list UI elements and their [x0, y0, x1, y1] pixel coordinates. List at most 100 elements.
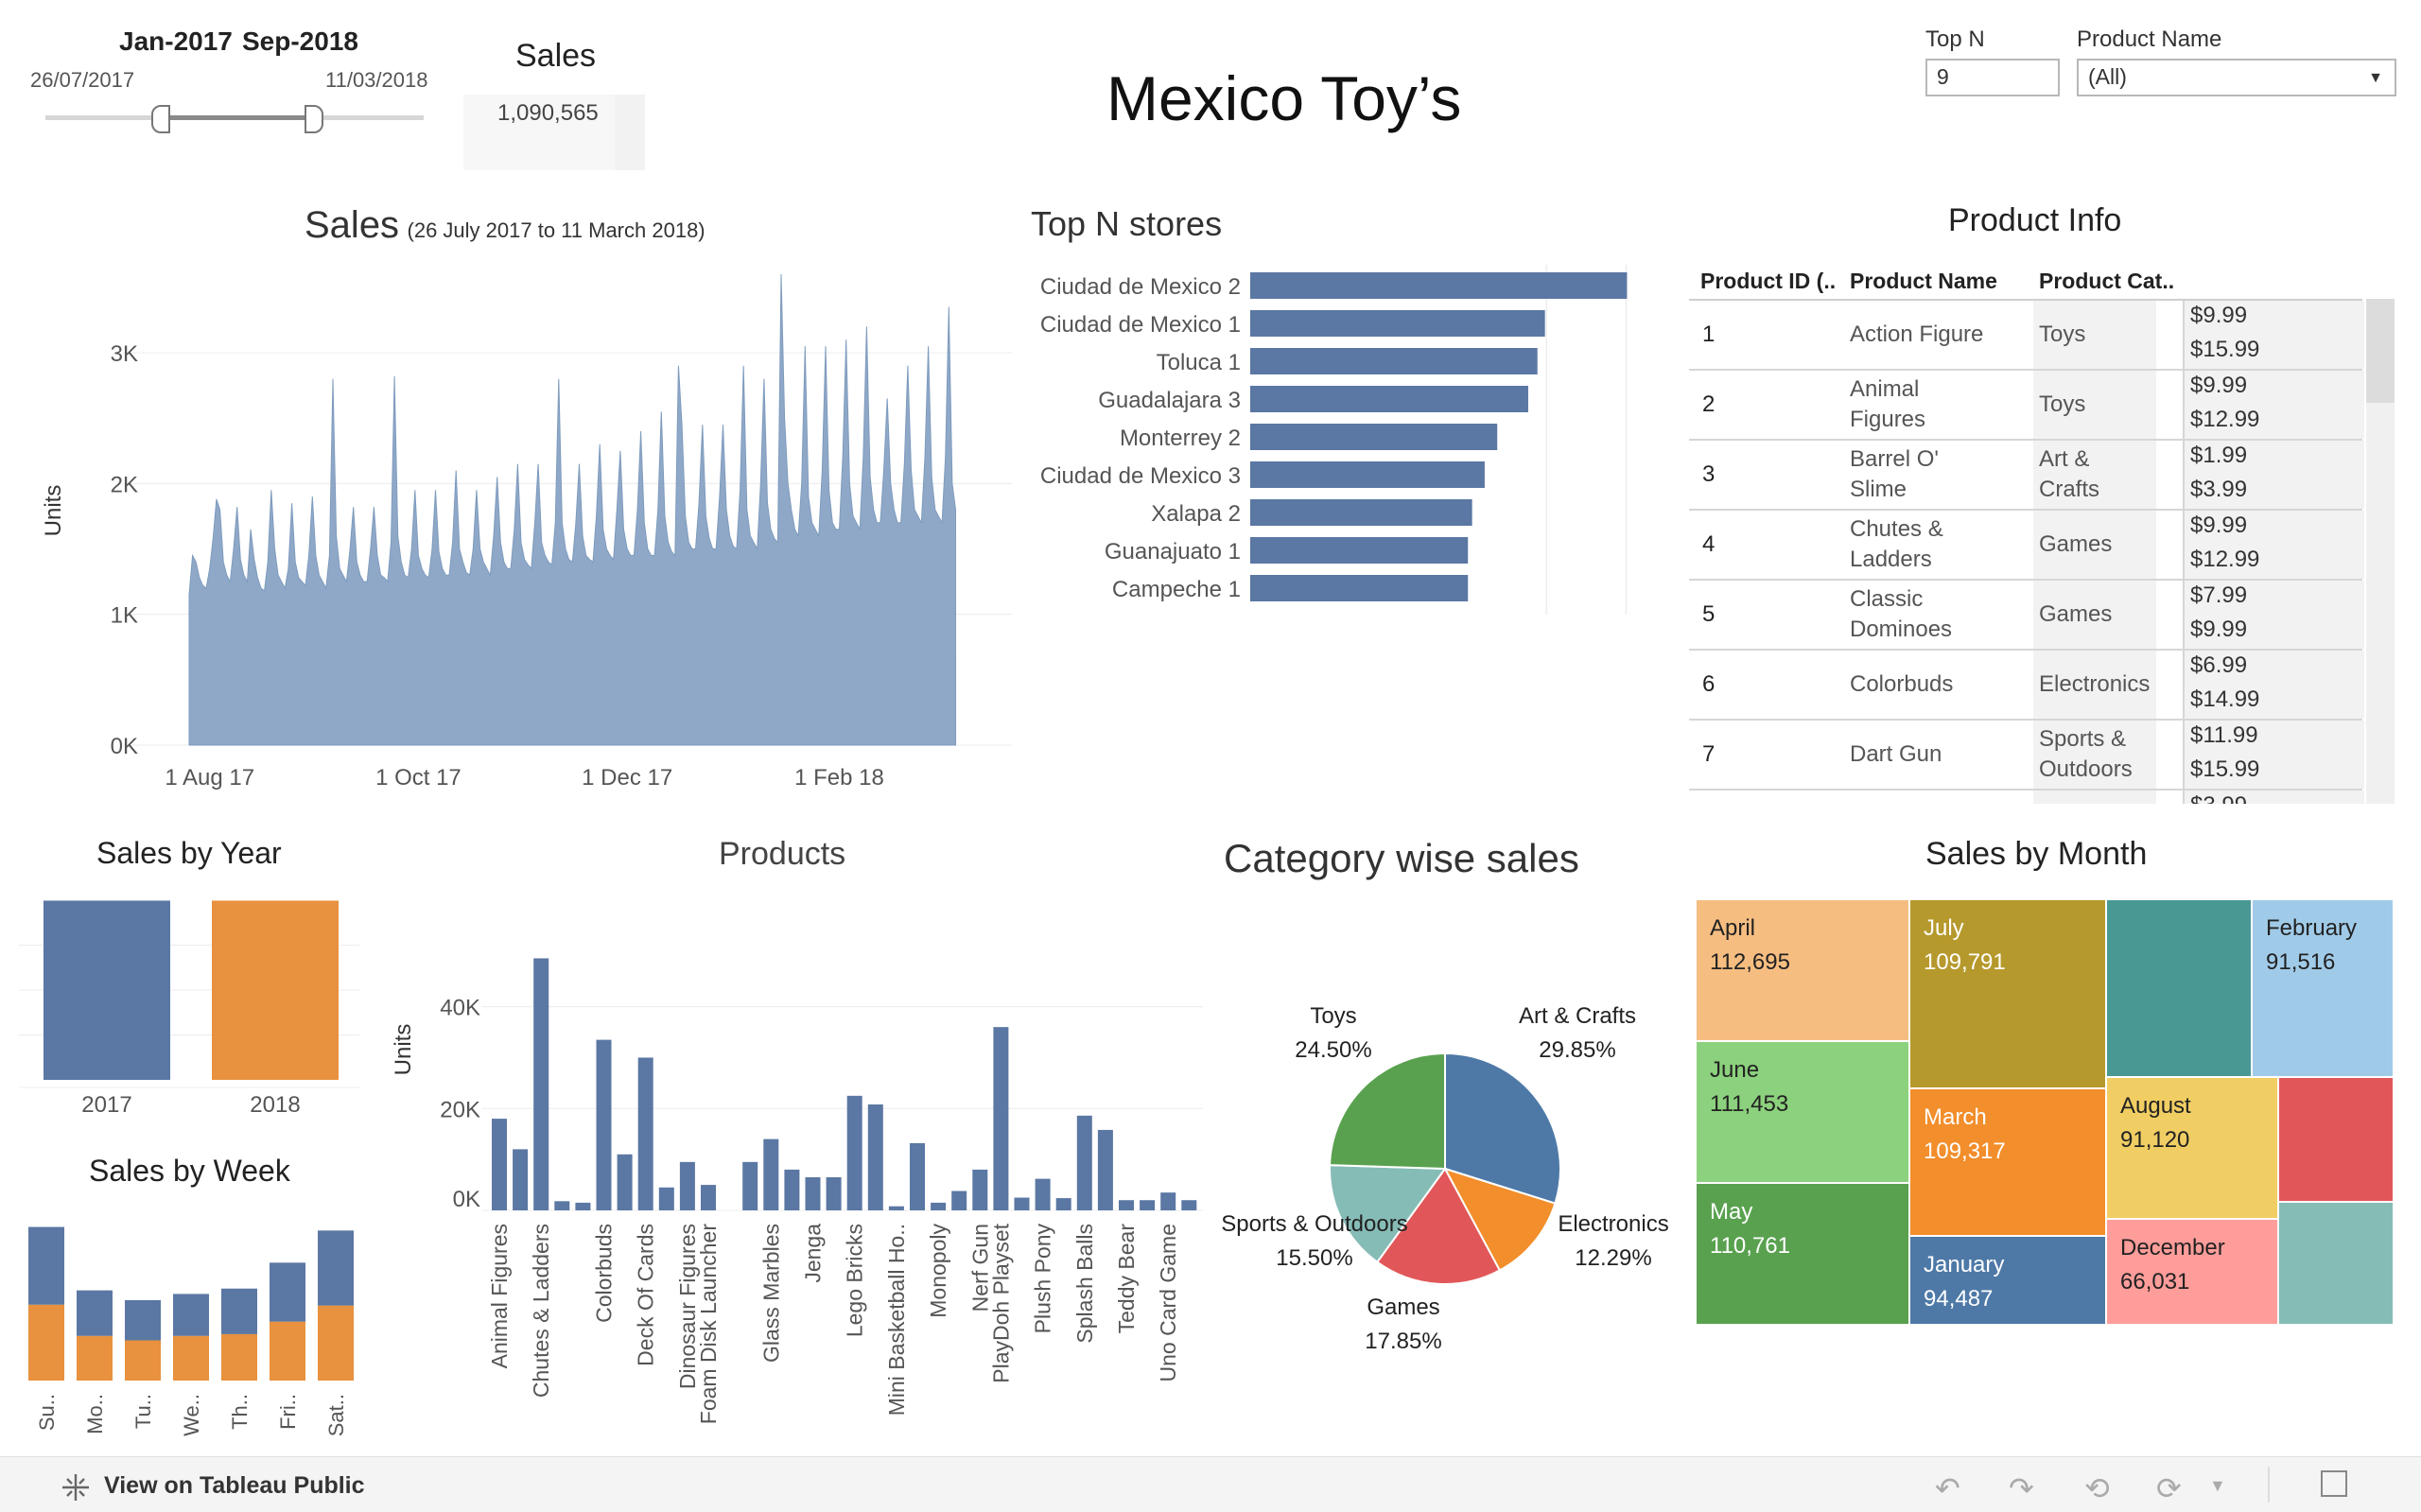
week-bar-segment[interactable]: [318, 1305, 354, 1381]
week-bar-segment[interactable]: [173, 1335, 209, 1381]
table-row[interactable]: 2 Animal Figures Toys $9.99 $12.99: [1689, 371, 2364, 441]
treemap-cell[interactable]: July 109,791: [1910, 900, 2105, 1087]
product-bar[interactable]: [1097, 1129, 1113, 1210]
table-row[interactable]: $3.99: [1689, 791, 2364, 804]
product-bar[interactable]: [972, 1169, 988, 1210]
pie-slice[interactable]: [1329, 1051, 1446, 1171]
year-bar[interactable]: [212, 900, 339, 1080]
week-bar-segment[interactable]: [77, 1335, 113, 1381]
product-bar[interactable]: [1160, 1192, 1176, 1210]
product-bar[interactable]: [846, 1095, 862, 1210]
treemap-cell[interactable]: June 111,453: [1697, 1042, 1908, 1182]
product-bar[interactable]: [492, 1119, 507, 1210]
col-header-product-name[interactable]: Product Name: [1850, 269, 1997, 293]
table-scrollbar-track[interactable]: [2366, 299, 2395, 804]
product-bar[interactable]: [637, 1057, 653, 1210]
col-header-product-id[interactable]: Product ID (..: [1700, 269, 1837, 293]
table-row[interactable]: 1 Action Figure Toys $9.99 $15.99: [1689, 301, 2364, 371]
col-header-product-category[interactable]: Product Cat..: [2039, 269, 2175, 293]
week-bar-segment[interactable]: [270, 1321, 305, 1381]
treemap-cell[interactable]: April 112,695: [1697, 900, 1908, 1040]
product-bar[interactable]: [679, 1161, 695, 1210]
pie-slice[interactable]: [1375, 1167, 1502, 1285]
store-bar[interactable]: [1250, 386, 1528, 412]
product-bar[interactable]: [1055, 1198, 1071, 1210]
product-bar[interactable]: [617, 1154, 633, 1210]
product-bar[interactable]: [575, 1202, 591, 1210]
product-bar[interactable]: [888, 1206, 904, 1210]
treemap-cell[interactable]: December 66,031: [2107, 1220, 2277, 1324]
redo-icon[interactable]: ↷: [2009, 1471, 2034, 1505]
product-bar[interactable]: [658, 1187, 674, 1210]
treemap-cell[interactable]: [2279, 1078, 2393, 1201]
table-row[interactable]: 3 Barrel O' Slime Art & Crafts $1.99 $3.99: [1689, 441, 2364, 511]
product-info-table[interactable]: Product ID (.. Product Name Product Cat.…: [1689, 261, 2398, 804]
view-on-tableau-link[interactable]: View on Tableau Public: [104, 1472, 365, 1499]
product-bar[interactable]: [1119, 1200, 1134, 1210]
store-bar[interactable]: [1250, 499, 1472, 526]
pause-dropdown-icon[interactable]: ▼: [2209, 1476, 2226, 1495]
product-bar[interactable]: [826, 1177, 842, 1210]
product-bar[interactable]: [993, 1027, 1009, 1210]
date-slider-start-handle[interactable]: [151, 105, 170, 133]
product-bar[interactable]: [951, 1190, 967, 1210]
product-bar[interactable]: [763, 1138, 779, 1210]
date-slider-end-handle[interactable]: [305, 105, 323, 133]
product-bar[interactable]: [701, 1185, 716, 1210]
refresh-icon[interactable]: ⟳: [2156, 1471, 2182, 1505]
table-row[interactable]: 5 Classic Dominoes Games $7.99 $9.99: [1689, 581, 2364, 651]
product-name-select[interactable]: (All) ▼: [2077, 59, 2396, 96]
week-bar-segment[interactable]: [270, 1262, 305, 1322]
pie-slice[interactable]: [1329, 1164, 1447, 1264]
treemap-cell[interactable]: March 109,317: [1910, 1089, 2105, 1235]
treemap-cell[interactable]: August 91,120: [2107, 1078, 2277, 1218]
table-row[interactable]: 7 Dart Gun Sports & Outdoors $11.99 $15.99: [1689, 721, 2364, 791]
product-bar[interactable]: [1035, 1178, 1051, 1210]
table-scrollbar-thumb[interactable]: [2366, 299, 2395, 403]
store-bar[interactable]: [1250, 461, 1485, 488]
product-bar[interactable]: [513, 1149, 529, 1210]
week-bar-segment[interactable]: [221, 1288, 257, 1334]
fullscreen-icon[interactable]: [2321, 1470, 2347, 1497]
revert-icon[interactable]: ⟲: [2084, 1471, 2110, 1505]
store-bar[interactable]: [1250, 424, 1498, 450]
product-bar[interactable]: [784, 1169, 800, 1210]
store-bar[interactable]: [1250, 272, 1628, 299]
week-bar-segment[interactable]: [125, 1340, 161, 1382]
week-bar-segment[interactable]: [318, 1230, 354, 1306]
week-bar-segment[interactable]: [221, 1333, 257, 1381]
store-bar[interactable]: [1250, 348, 1538, 374]
pie-slice[interactable]: [1442, 1167, 1557, 1272]
week-bar-segment[interactable]: [28, 1226, 64, 1305]
store-bar[interactable]: [1250, 537, 1469, 564]
store-bar[interactable]: [1250, 575, 1469, 601]
treemap-cell[interactable]: [2107, 900, 2251, 1076]
product-bar[interactable]: [1076, 1115, 1092, 1210]
product-bar[interactable]: [867, 1104, 883, 1210]
week-bar-segment[interactable]: [173, 1294, 209, 1336]
top-n-input[interactable]: 9: [1925, 59, 2060, 96]
sales-area-series[interactable]: [188, 273, 957, 746]
table-row[interactable]: 4 Chutes & Ladders Games $9.99 $12.99: [1689, 511, 2364, 581]
product-bar[interactable]: [910, 1142, 925, 1210]
treemap-cell[interactable]: [2279, 1203, 2393, 1324]
product-bar[interactable]: [1140, 1200, 1156, 1210]
pie-slice[interactable]: [1444, 1051, 1561, 1205]
product-bar[interactable]: [533, 958, 549, 1210]
week-bar-segment[interactable]: [28, 1304, 64, 1381]
product-bar[interactable]: [805, 1177, 821, 1210]
treemap-cell[interactable]: January 94,487: [1910, 1237, 2105, 1324]
treemap-cell[interactable]: February 91,516: [2253, 900, 2393, 1076]
product-bar[interactable]: [931, 1202, 947, 1210]
product-bar[interactable]: [1014, 1197, 1030, 1210]
product-bar[interactable]: [596, 1039, 612, 1210]
table-row[interactable]: 6 Colorbuds Electronics $6.99 $14.99: [1689, 651, 2364, 721]
product-bar[interactable]: [742, 1161, 758, 1210]
year-bar[interactable]: [44, 900, 170, 1080]
undo-icon[interactable]: ↶: [1935, 1471, 1960, 1505]
treemap-cell[interactable]: May 110,761: [1697, 1184, 1908, 1324]
week-bar-segment[interactable]: [125, 1300, 161, 1341]
product-bar[interactable]: [1181, 1200, 1197, 1210]
product-bar[interactable]: [554, 1201, 570, 1210]
week-bar-segment[interactable]: [77, 1290, 113, 1336]
